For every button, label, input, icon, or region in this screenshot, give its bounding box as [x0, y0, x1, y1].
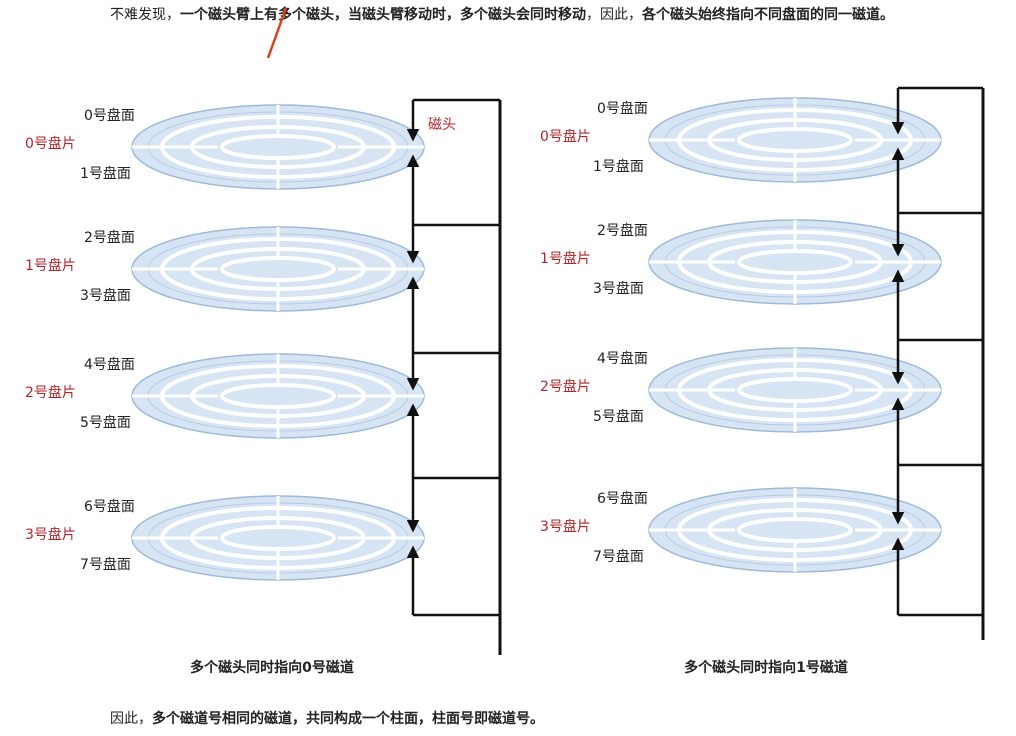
- track: [190, 247, 366, 291]
- surface-label: 2号盘面: [597, 222, 648, 239]
- surface-label: 1号盘面: [80, 165, 131, 182]
- surface-label: 3号盘面: [80, 287, 131, 304]
- track: [677, 358, 913, 422]
- platter: [648, 487, 942, 573]
- track-outline: [664, 494, 926, 566]
- surface-label: 7号盘面: [80, 556, 131, 573]
- track-outline: [664, 354, 926, 426]
- platter-label: 0号盘片: [25, 135, 76, 152]
- head-label: 磁头: [428, 117, 456, 133]
- track: [160, 115, 396, 179]
- surface-label: 0号盘面: [597, 100, 648, 117]
- surface-label: 6号盘面: [84, 498, 135, 515]
- platter: [131, 495, 425, 581]
- track: [677, 498, 913, 562]
- track: [707, 508, 883, 552]
- track: [220, 134, 336, 160]
- track-outline: [147, 233, 409, 305]
- track: [737, 517, 853, 543]
- surface-label: 7号盘面: [593, 548, 644, 565]
- track: [737, 377, 853, 403]
- surface-label: 5号盘面: [80, 414, 131, 431]
- track: [190, 516, 366, 560]
- platter-label: 0号盘片: [540, 128, 591, 145]
- track: [677, 230, 913, 294]
- caption: 多个磁头同时指向1号磁道: [684, 659, 848, 676]
- text: 不难发现，: [110, 7, 180, 23]
- track-outline: [147, 360, 409, 432]
- platter-label: 3号盘片: [25, 526, 76, 543]
- track: [707, 368, 883, 412]
- track: [190, 125, 366, 169]
- track: [160, 237, 396, 301]
- platter: [131, 226, 425, 312]
- track: [707, 240, 883, 284]
- track-outline: [147, 502, 409, 574]
- platter: [131, 104, 425, 190]
- track: [220, 256, 336, 282]
- surface-label: 4号盘面: [597, 350, 648, 367]
- surface-label: 6号盘面: [597, 490, 648, 507]
- track-outline: [664, 226, 926, 298]
- text: ，因此，: [586, 7, 642, 23]
- track: [160, 506, 396, 570]
- track: [190, 374, 366, 418]
- platter-label: 1号盘片: [540, 250, 591, 267]
- surface-label: 1号盘面: [593, 158, 644, 175]
- platter: [131, 353, 425, 439]
- track: [707, 118, 883, 162]
- surface-label: 5号盘面: [593, 408, 644, 425]
- surface-label: 2号盘面: [84, 229, 135, 246]
- surface-label: 0号盘面: [84, 107, 135, 124]
- platter-label: 1号盘片: [25, 257, 76, 274]
- platter: [648, 219, 942, 305]
- intro-paragraph: 不难发现，一个磁头臂上有多个磁头，当磁头臂移动时，多个磁头会同时移动，因此，各个…: [110, 0, 960, 31]
- caption: 多个磁头同时指向0号磁道: [190, 659, 354, 676]
- surface-label: 4号盘面: [84, 356, 135, 373]
- bold-text: 多个磁道号相同的磁道，共同构成一个柱面，柱面号即磁道号。: [152, 711, 544, 727]
- bold-text: 各个磁头始终指向不同盘面的同一磁道。: [642, 7, 894, 23]
- track: [220, 383, 336, 409]
- platter-label: 2号盘片: [25, 384, 76, 401]
- track: [160, 364, 396, 428]
- platter: [648, 97, 942, 183]
- conclusion-paragraph: 因此，多个磁道号相同的磁道，共同构成一个柱面，柱面号即磁道号。: [110, 704, 910, 735]
- track: [677, 108, 913, 172]
- track-outline: [664, 104, 926, 176]
- track: [737, 249, 853, 275]
- track: [737, 127, 853, 153]
- platter: [648, 347, 942, 433]
- track: [220, 525, 336, 551]
- text: 因此，: [110, 711, 152, 727]
- bold-text: 一个磁头臂上有多个磁头，当磁头臂移动时，多个磁头会同时移动: [180, 7, 586, 23]
- surface-label: 3号盘面: [593, 280, 644, 297]
- track-outline: [147, 111, 409, 183]
- platter-label: 2号盘片: [540, 378, 591, 395]
- platter-label: 3号盘片: [540, 518, 591, 535]
